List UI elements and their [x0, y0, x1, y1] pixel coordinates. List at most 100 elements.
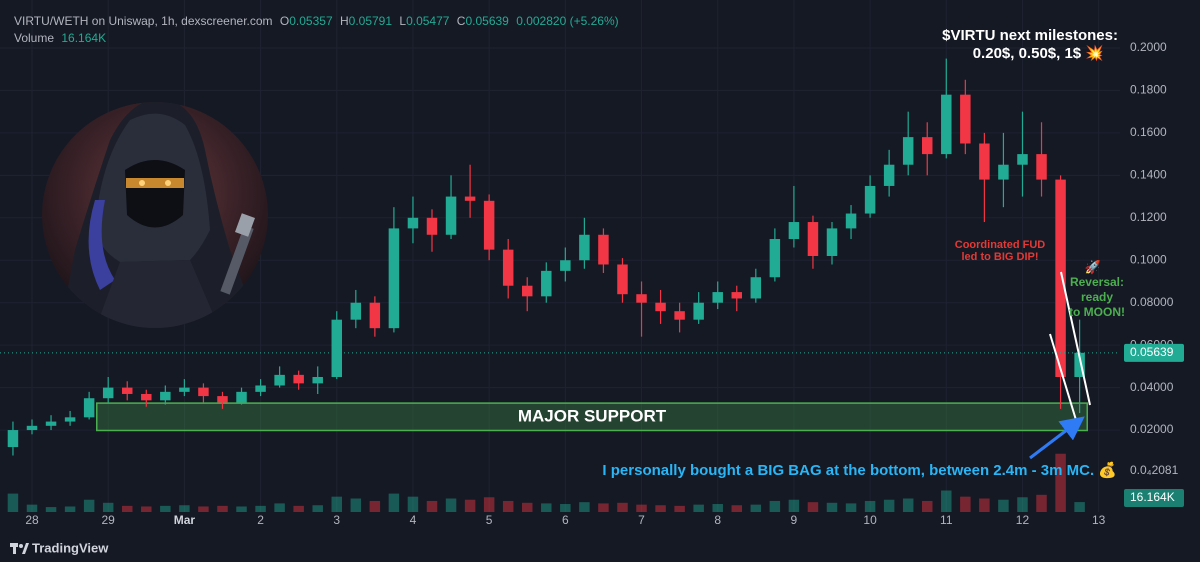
volume-bar: [712, 504, 723, 512]
candle-body: [864, 185, 876, 214]
y-tick-label: 0.08000: [1130, 295, 1174, 309]
candle-body: [979, 143, 990, 180]
volume-bar: [217, 505, 228, 512]
candle-body: [655, 302, 666, 312]
volume-header: Volume 16.164K: [14, 31, 106, 45]
ohlc-value: 0.05639: [465, 14, 509, 28]
volume-bar: [883, 499, 895, 512]
ohlc-value: 0.05791: [348, 14, 393, 28]
candle-body: [388, 228, 400, 329]
trend-line: [1060, 271, 1091, 406]
legend-header: VIRTU/WETH on Uniswap, 1h, dexscreener.c…: [14, 14, 619, 28]
tradingview-logo: [10, 543, 29, 554]
candle-body: [883, 164, 895, 186]
candle-body: [160, 391, 171, 401]
candle-body: [407, 217, 419, 229]
volume-bar: [617, 502, 628, 512]
candle-body: [464, 196, 476, 201]
last-price-box: [1124, 343, 1184, 362]
volume-bar: [560, 504, 571, 512]
volume-bar: [750, 504, 762, 512]
volume-bar: [369, 500, 381, 512]
ohlc-value: 0.05477: [406, 14, 450, 28]
volume-bar: [731, 505, 742, 512]
candle-body: [826, 228, 838, 256]
volume-bar: [864, 500, 876, 512]
volume-bar: [655, 505, 666, 512]
candle-body: [331, 319, 342, 377]
x-tick-label: 3: [333, 513, 340, 527]
reversal-text: ready: [1081, 290, 1113, 304]
candle-body: [693, 302, 704, 320]
volume-bar: [922, 500, 933, 512]
milestones-text: $VIRTU next milestones:: [942, 27, 1118, 44]
candle-body: [617, 264, 628, 295]
x-tick-label: 6: [562, 513, 569, 527]
candle-body: [1017, 154, 1028, 165]
x-tick-label: 8: [714, 513, 721, 527]
candle-body: [788, 222, 800, 240]
candle-body: [350, 302, 362, 320]
volume-value: 16.164K: [61, 31, 107, 45]
volume-bar: [445, 498, 457, 512]
candles: [0, 58, 1120, 456]
x-tick-label: 2: [257, 513, 264, 527]
volume-bar: [788, 499, 800, 512]
candle-body: [255, 385, 266, 392]
volume-last-box: [1124, 489, 1184, 507]
support-zone-layer: MAJOR SUPPORT: [96, 402, 1088, 432]
candle-body: [26, 425, 38, 431]
volume-bar: [388, 493, 400, 512]
rocket-icon: 🚀: [1085, 259, 1101, 274]
ohlc-key: O: [279, 14, 290, 28]
ohlc-value: 0.05357: [289, 14, 333, 28]
volume-bar: [636, 504, 647, 512]
ohlc-key: H: [339, 14, 349, 28]
volume-bar: [579, 502, 590, 512]
volume-bar: [293, 505, 304, 512]
candle-body: [560, 260, 571, 271]
support-zone: [96, 402, 1088, 432]
candle-body: [769, 239, 781, 278]
candle-body: [1036, 154, 1047, 180]
x-tick-label: 5: [486, 513, 493, 527]
volume-bar: [941, 490, 952, 512]
candle-body: [502, 249, 514, 286]
volume-bar: [598, 503, 609, 512]
candle-body: [217, 396, 228, 403]
x-tick-label: 4: [410, 513, 417, 527]
x-tick-label: Mar: [174, 513, 196, 527]
y-tick-label: 0.1600: [1130, 125, 1167, 139]
candle-body: [7, 430, 19, 448]
last-price-label: 0.05639: [1130, 345, 1174, 359]
candle-body: [598, 234, 609, 265]
bought-text: I personally bought a BIG BAG at the bot…: [602, 461, 1117, 479]
volume-label: Volume: [14, 31, 55, 45]
x-tick-label: 13: [1092, 513, 1106, 527]
x-tick-label: 12: [1016, 513, 1030, 527]
volume-bar: [64, 506, 76, 512]
volume-bar: [807, 502, 819, 512]
volume-bar: [693, 504, 704, 512]
candle-body: [731, 292, 742, 299]
volume-bar: [198, 506, 209, 512]
x-tick-label: 9: [791, 513, 798, 527]
ohlc-key: C: [456, 14, 466, 28]
support-zone-label: MAJOR SUPPORT: [518, 406, 667, 425]
price-axis-label: 0.0₄2081: [1130, 463, 1179, 477]
candle-body: [579, 234, 590, 261]
volume-bar: [122, 505, 133, 512]
candle-body: [541, 270, 552, 297]
volume-bar: [45, 507, 57, 512]
volume-bar: [7, 493, 19, 512]
candle-body: [807, 222, 819, 256]
volume: [7, 453, 1085, 512]
candle-body: [483, 200, 495, 250]
volume-bar: [426, 500, 438, 512]
candle-body: [198, 387, 209, 397]
trend-line: [1049, 333, 1077, 421]
arrow: [1029, 416, 1085, 460]
volume-bar: [407, 496, 419, 512]
y-tick-label: 0.1800: [1130, 83, 1167, 97]
